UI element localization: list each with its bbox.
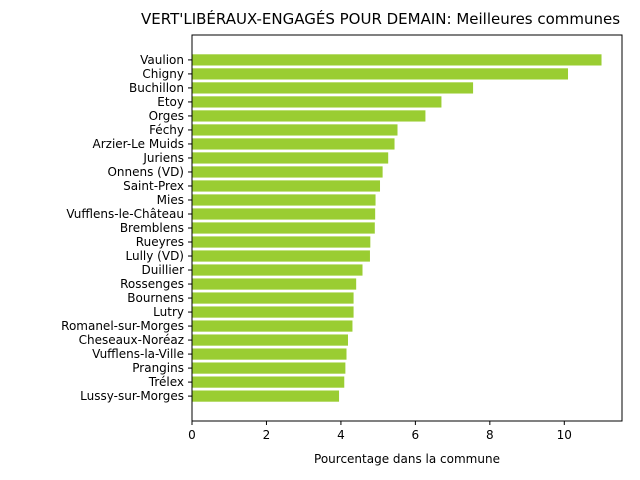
bars-group	[192, 54, 602, 402]
y-tick-label: Lussy-sur-Morges	[80, 389, 184, 403]
bar	[192, 362, 346, 374]
bar	[192, 124, 398, 136]
y-tick-label: Arzier-Le Muids	[93, 137, 185, 151]
x-axis: 0 2 4 6 8 10	[188, 421, 572, 442]
y-tick-label: Cheseaux-Noréaz	[79, 333, 184, 347]
y-tick-label: Duillier	[142, 263, 185, 277]
plot-frame	[191, 34, 623, 422]
y-tick-label: Buchillon	[129, 81, 184, 95]
bar	[192, 194, 376, 206]
bar	[192, 208, 376, 220]
y-tick-label: Chigny	[142, 67, 184, 81]
x-tick-label: 0	[188, 428, 196, 442]
y-tick-label: Vufflens-le-Château	[66, 207, 184, 221]
x-axis-label: Pourcentage dans la commune	[314, 452, 500, 466]
y-tick-label: Juriens	[142, 151, 184, 165]
y-axis: VaulionChignyBuchillonEtoyOrgesFéchyArzi…	[61, 53, 192, 403]
y-tick-label: Saint-Prex	[123, 179, 184, 193]
x-tick-label: 2	[263, 428, 271, 442]
bar	[192, 278, 357, 290]
bar	[192, 348, 347, 360]
y-tick-label: Lully (VD)	[126, 249, 184, 263]
bar	[192, 390, 340, 402]
y-tick-label: Mies	[157, 193, 184, 207]
y-tick-label: Rueyres	[136, 235, 184, 249]
bar	[192, 54, 602, 66]
bar	[192, 376, 345, 388]
y-tick-label: Féchy	[149, 123, 184, 137]
bar	[192, 306, 354, 318]
bar	[192, 96, 442, 108]
bar	[192, 236, 371, 248]
bar	[192, 292, 354, 304]
bar	[192, 152, 389, 164]
y-tick-label: Vaulion	[140, 53, 184, 67]
bar	[192, 264, 363, 276]
chart-title: VERT'LIBÉRAUX-ENGAGÉS POUR DEMAIN: Meill…	[141, 9, 620, 28]
bar	[192, 166, 383, 178]
y-tick-label: Romanel-sur-Morges	[61, 319, 184, 333]
y-tick-label: Bournens	[127, 291, 184, 305]
y-tick-label: Prangins	[132, 361, 184, 375]
x-tick-label: 6	[412, 428, 420, 442]
y-tick-label: Trélex	[148, 375, 184, 389]
bar	[192, 82, 474, 94]
x-tick-label: 8	[486, 428, 494, 442]
bar	[192, 110, 426, 122]
x-tick-label: 4	[337, 428, 345, 442]
y-tick-label: Orges	[149, 109, 184, 123]
y-tick-label: Bremblens	[120, 221, 184, 235]
bar	[192, 320, 353, 332]
bar	[192, 222, 375, 234]
bar	[192, 180, 381, 192]
y-tick-label: Lutry	[153, 305, 184, 319]
bar	[192, 68, 569, 80]
x-tick-label: 10	[557, 428, 572, 442]
bar	[192, 138, 395, 150]
bar	[192, 334, 348, 346]
bar	[192, 250, 370, 262]
y-tick-label: Vufflens-la-Ville	[92, 347, 184, 361]
y-tick-label: Etoy	[157, 95, 184, 109]
y-tick-label: Onnens (VD)	[107, 165, 184, 179]
y-tick-label: Rossenges	[120, 277, 184, 291]
